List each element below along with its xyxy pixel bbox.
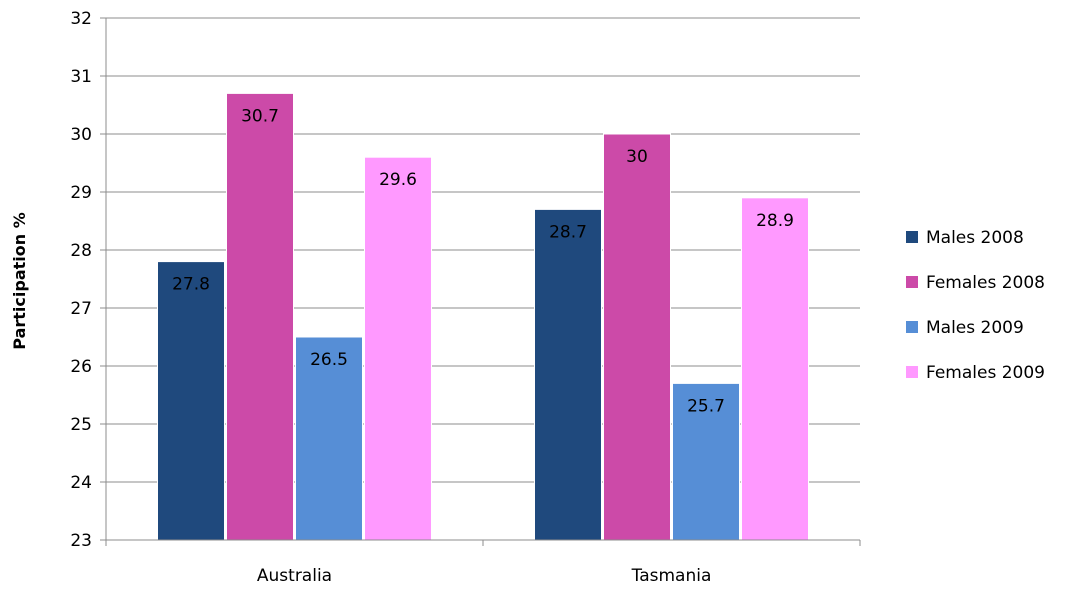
legend-swatch [906, 321, 918, 333]
data-label: 25.7 [687, 396, 725, 416]
y-tick-label: 26 [70, 357, 92, 377]
bar [364, 156, 432, 541]
data-label: 28.9 [756, 211, 794, 231]
x-category-label: Australia [257, 566, 332, 586]
x-category-label: Tasmania [631, 566, 712, 586]
bar [534, 208, 602, 541]
y-tick-label: 28 [70, 241, 92, 261]
bar [672, 382, 740, 541]
legend-swatch [906, 231, 918, 243]
bar [741, 197, 809, 541]
legend-label: Females 2009 [926, 363, 1045, 383]
y-tick-label: 29 [70, 183, 92, 203]
data-label: 29.6 [379, 170, 417, 190]
data-label: 30.7 [241, 106, 279, 126]
legend-label: Males 2008 [926, 228, 1024, 248]
data-label: 26.5 [310, 350, 348, 370]
data-label: 28.7 [549, 222, 587, 242]
y-tick-label: 27 [70, 299, 92, 319]
data-label: 30 [626, 147, 648, 167]
legend-swatch [906, 366, 918, 378]
bar [157, 261, 225, 541]
y-tick-label: 32 [70, 9, 92, 29]
bar [295, 336, 363, 541]
legend-swatch [906, 276, 918, 288]
legend-label: Females 2008 [926, 273, 1045, 293]
y-tick-label: 30 [70, 125, 92, 145]
y-tick-label: 31 [70, 67, 92, 87]
y-tick-label: 23 [70, 531, 92, 551]
y-tick-label: 25 [70, 415, 92, 435]
legend-label: Males 2009 [926, 318, 1024, 338]
bar [226, 92, 294, 541]
bar [603, 133, 671, 541]
y-tick-label: 24 [70, 473, 92, 493]
data-label: 27.8 [172, 275, 210, 295]
y-axis-label: Participation % [10, 212, 29, 349]
